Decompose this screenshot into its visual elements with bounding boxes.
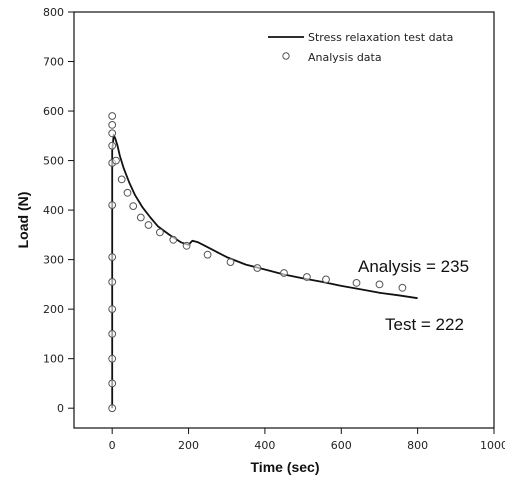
analysis-data-point	[129, 202, 138, 211]
analysis-data-point	[182, 241, 191, 250]
analysis-data-point	[156, 228, 164, 237]
x-tick-label: 800	[407, 439, 428, 452]
analysis-data-point	[144, 221, 153, 229]
analysis-data-point	[117, 175, 126, 184]
analysis-data-point	[108, 379, 117, 388]
x-axis-title: Time (sec)	[251, 459, 320, 475]
y-tick-label: 400	[43, 204, 64, 217]
analysis-data-point	[108, 354, 117, 363]
y-tick-label: 300	[43, 254, 64, 267]
analysis-data-point	[108, 253, 117, 262]
analysis-data-point	[280, 269, 288, 277]
analysis-data-point	[352, 279, 361, 287]
analysis-data-point	[253, 264, 262, 272]
analysis-data-point	[108, 305, 117, 314]
analysis-data-point	[226, 258, 235, 267]
analysis-data-point	[108, 201, 117, 210]
analysis-data-point	[123, 188, 132, 197]
x-tick-label: 1000	[480, 439, 505, 452]
analysis-data-point	[108, 112, 117, 120]
x-tick-label: 0	[109, 439, 116, 452]
analysis-data-point	[108, 330, 117, 338]
legend-label-test: Stress relaxation test data	[308, 31, 453, 44]
y-tick-label: 700	[43, 56, 64, 69]
analysis-data-point	[108, 404, 117, 413]
x-tick-label: 600	[331, 439, 352, 452]
annotation-test: Test = 222	[385, 315, 464, 334]
y-tick-label: 800	[43, 6, 64, 19]
analysis-data-point	[169, 235, 178, 244]
analysis-data-point	[303, 273, 311, 281]
analysis-data-point	[136, 213, 145, 222]
y-tick-label: 600	[43, 105, 64, 118]
analysis-data-point	[112, 156, 120, 165]
x-tick-label: 200	[178, 439, 199, 452]
analysis-data-point	[108, 129, 117, 138]
analysis-data-point	[322, 275, 330, 284]
analysis-data-point	[203, 250, 212, 259]
legend: Stress relaxation test data Analysis dat…	[268, 31, 453, 64]
x-tick-label: 400	[254, 439, 275, 452]
analysis-data-point	[108, 121, 117, 129]
analysis-data-point	[108, 278, 117, 286]
y-axis-title: Load (N)	[15, 192, 31, 249]
plot-frame	[73, 11, 495, 429]
annotation-analysis: Analysis = 235	[358, 257, 469, 276]
y-tick-label: 100	[43, 353, 64, 366]
analysis-data-point	[398, 283, 407, 292]
analysis-data-point	[108, 141, 117, 150]
y-tick-label: 500	[43, 155, 64, 168]
y-tick-label: 200	[43, 303, 64, 316]
analysis-data-point	[375, 280, 384, 289]
legend-marker-swatch	[282, 52, 290, 60]
y-tick-label: 0	[57, 402, 64, 415]
legend-label-analysis: Analysis data	[308, 51, 382, 64]
